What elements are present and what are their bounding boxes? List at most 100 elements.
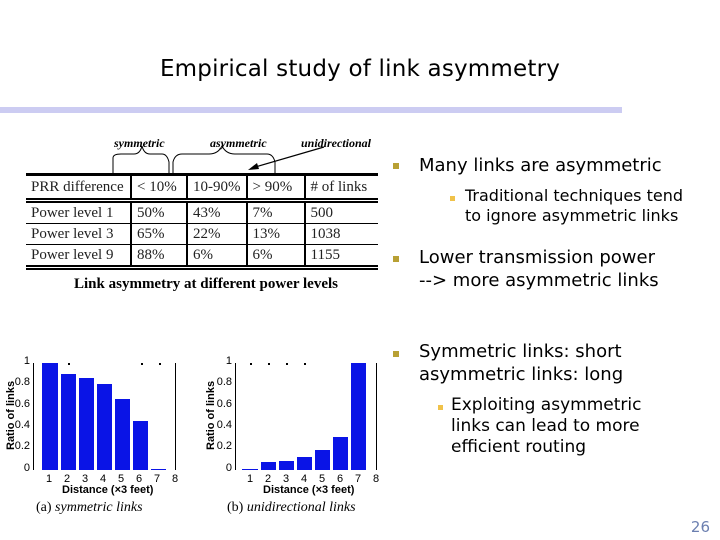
table-cell: Power level 3 (26, 223, 132, 245)
bar-7 (151, 469, 166, 470)
x-tick: 2 (264, 473, 272, 485)
x-axis-label: Distance (×3 feet) (263, 484, 355, 496)
bullet-level1: Lower transmission power --> more asymme… (419, 246, 659, 292)
bars-area (195, 363, 390, 470)
bars-area (0, 363, 195, 470)
table-cell: Power level 9 (26, 244, 132, 270)
header-cell: < 10% (130, 173, 188, 203)
tick-mark (68, 363, 70, 365)
bullet-line: Symmetric links: short (419, 341, 622, 362)
caption-text: symmetric links (55, 500, 143, 515)
x-tick: 8 (171, 473, 179, 485)
x-tick: 6 (336, 473, 344, 485)
bullet-line: --> more asymmetric links (419, 270, 659, 291)
x-tick: 4 (300, 473, 308, 485)
y-tick: 0.8 (216, 376, 232, 388)
caption-text: unidirectional links (246, 500, 356, 515)
x-tick: 1 (45, 473, 53, 485)
table-cell: Power level 1 (26, 200, 132, 224)
bullet-level2: Traditional techniques tend to ignore as… (465, 186, 683, 226)
x-axis-label: Distance (×3 feet) (62, 484, 154, 496)
chart-caption: (a) symmetric links (36, 500, 143, 516)
x-tick: 5 (117, 473, 125, 485)
header-cell: 10-90% (186, 173, 248, 203)
x-tick: 3 (282, 473, 290, 485)
x-tick: 3 (81, 473, 89, 485)
bar-2 (61, 374, 76, 470)
bullet-line: links can lead to more (451, 416, 640, 436)
y-tick: 0.2 (216, 440, 232, 452)
tick-mark (250, 363, 252, 365)
y-tick: 0 (225, 462, 232, 474)
tick-mark (159, 363, 161, 365)
table-cell: 13% (245, 223, 306, 245)
brace-label-unidirectional: unidirectional (301, 136, 372, 150)
bar-1 (42, 363, 58, 470)
bullet-level1: Symmetric links: short asymmetric links:… (419, 340, 623, 386)
table-cell: 65% (130, 223, 188, 245)
title-underline-rule (0, 107, 622, 113)
table-cell: 6% (186, 244, 248, 270)
y-tick: 0.6 (216, 398, 232, 410)
y-tick: 1 (23, 355, 30, 367)
table-row: Power level 3 65% 22% 13% 1038 (26, 223, 378, 245)
table-cell: 6% (245, 244, 306, 270)
bar-1 (242, 469, 258, 470)
table-cell: 7% (245, 200, 306, 224)
bar-4 (97, 384, 112, 470)
bullet-line: Exploiting asymmetric (451, 395, 642, 415)
table-row: Power level 1 50% 43% 7% 500 (26, 200, 378, 224)
x-tick: 2 (63, 473, 71, 485)
y-tick: 0 (23, 462, 30, 474)
x-tick: 8 (372, 473, 380, 485)
header-cell: PRR difference (26, 173, 132, 203)
bullet-line: asymmetric links: long (419, 364, 624, 385)
bullet-line: to ignore asymmetric links (465, 206, 679, 225)
bullet-line: efficient routing (451, 437, 587, 457)
table-cell: 1155 (303, 244, 378, 270)
x-tick: 5 (318, 473, 326, 485)
x-tick: 6 (135, 473, 143, 485)
table-cell: 500 (303, 200, 378, 224)
brace-annotations (112, 144, 325, 173)
header-cell: > 90% (245, 173, 306, 203)
page-number: 26 (690, 518, 710, 536)
x-tick: 4 (99, 473, 107, 485)
brace-label-symmetric: symmetric (114, 136, 165, 150)
chart-symmetric-links: Ratio of links 1 0.8 0.6 0.4 0.2 0 1 2 3… (0, 350, 195, 540)
bullet-square-icon (438, 405, 443, 410)
header-cell: # of links (303, 173, 378, 203)
bullet-line: Traditional techniques tend (465, 186, 684, 205)
y-tick: 0.4 (216, 419, 232, 431)
table-header-row: PRR difference < 10% 10-90% > 90% # of l… (26, 173, 378, 203)
y-tick: 0.6 (14, 398, 30, 410)
caption-prefix: (b) (227, 500, 244, 515)
caption-prefix: (a) (36, 500, 52, 515)
bullet-square-icon (393, 351, 399, 357)
x-tick: 7 (153, 473, 161, 485)
tick-mark (286, 363, 288, 365)
slide-title: Empirical study of link asymmetry (159, 56, 561, 82)
table-cell: 1038 (303, 223, 378, 245)
right-axis (175, 363, 176, 470)
y-tick: 1 (225, 355, 232, 367)
prr-table: PRR difference < 10% 10-90% > 90% # of l… (26, 173, 378, 270)
bullet-square-icon (393, 256, 399, 262)
table-caption: Link asymmetry at different power levels (74, 276, 338, 292)
y-axis (235, 363, 236, 470)
bar-2 (261, 462, 276, 470)
chart-caption: (b) unidirectional links (227, 500, 356, 516)
bar-5 (315, 450, 330, 470)
bar-6 (333, 437, 348, 470)
chart-unidirectional-links: Ratio of links 1 0.8 0.6 0.4 0.2 0 1 2 3… (195, 350, 390, 540)
x-tick: 1 (246, 473, 254, 485)
bullet-line: Lower transmission power (419, 247, 655, 268)
bullet-square-icon (450, 196, 455, 201)
bullet-level2: Exploiting asymmetric links can lead to … (451, 395, 641, 458)
bar-3 (279, 461, 294, 470)
x-tick: 7 (354, 473, 362, 485)
right-axis (376, 363, 377, 470)
y-axis (33, 363, 34, 470)
tick-mark (304, 363, 306, 365)
bar-7 (351, 363, 366, 470)
